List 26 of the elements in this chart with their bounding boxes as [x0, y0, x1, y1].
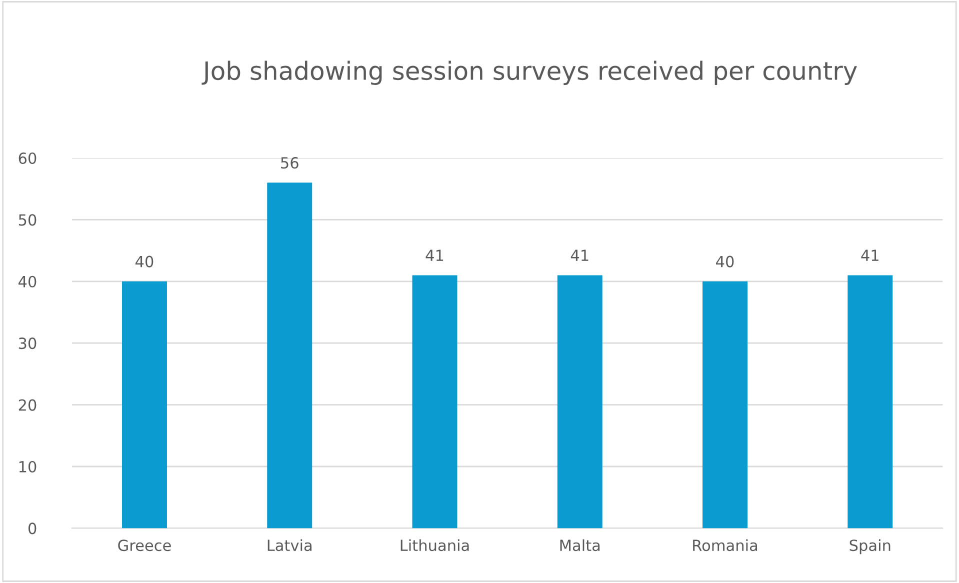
y-tick-label: 20 [18, 399, 36, 411]
y-tick-label: 40 [18, 276, 36, 288]
bar [122, 281, 167, 528]
y-tick-label: 30 [18, 338, 36, 350]
y-tick-label: 50 [18, 214, 36, 226]
data-label: 40 [136, 256, 154, 268]
data-label: 41 [861, 250, 878, 261]
y-tick-label: 0 [28, 522, 36, 534]
y-tick-label: 60 [18, 152, 36, 164]
x-tick-label: Lithuania [400, 539, 469, 552]
x-tick-label: Greece [118, 540, 171, 552]
bar [412, 275, 458, 528]
bar [267, 182, 312, 528]
chart-title: Job shadowing session surveys received per country [202, 60, 857, 85]
x-tick-label: Latvia [268, 539, 312, 552]
data-label: 41 [426, 250, 444, 261]
x-tick-label: Romania [693, 539, 758, 552]
bar [702, 281, 748, 528]
data-label: 56 [281, 157, 298, 169]
y-tick-label: 10 [19, 460, 36, 473]
x-tick-label: Malta [560, 539, 600, 552]
x-tick-label: Spain [850, 539, 890, 554]
data-label: 41 [570, 250, 588, 261]
bar [848, 275, 893, 528]
bar [557, 275, 602, 528]
data-label: 40 [716, 256, 734, 268]
